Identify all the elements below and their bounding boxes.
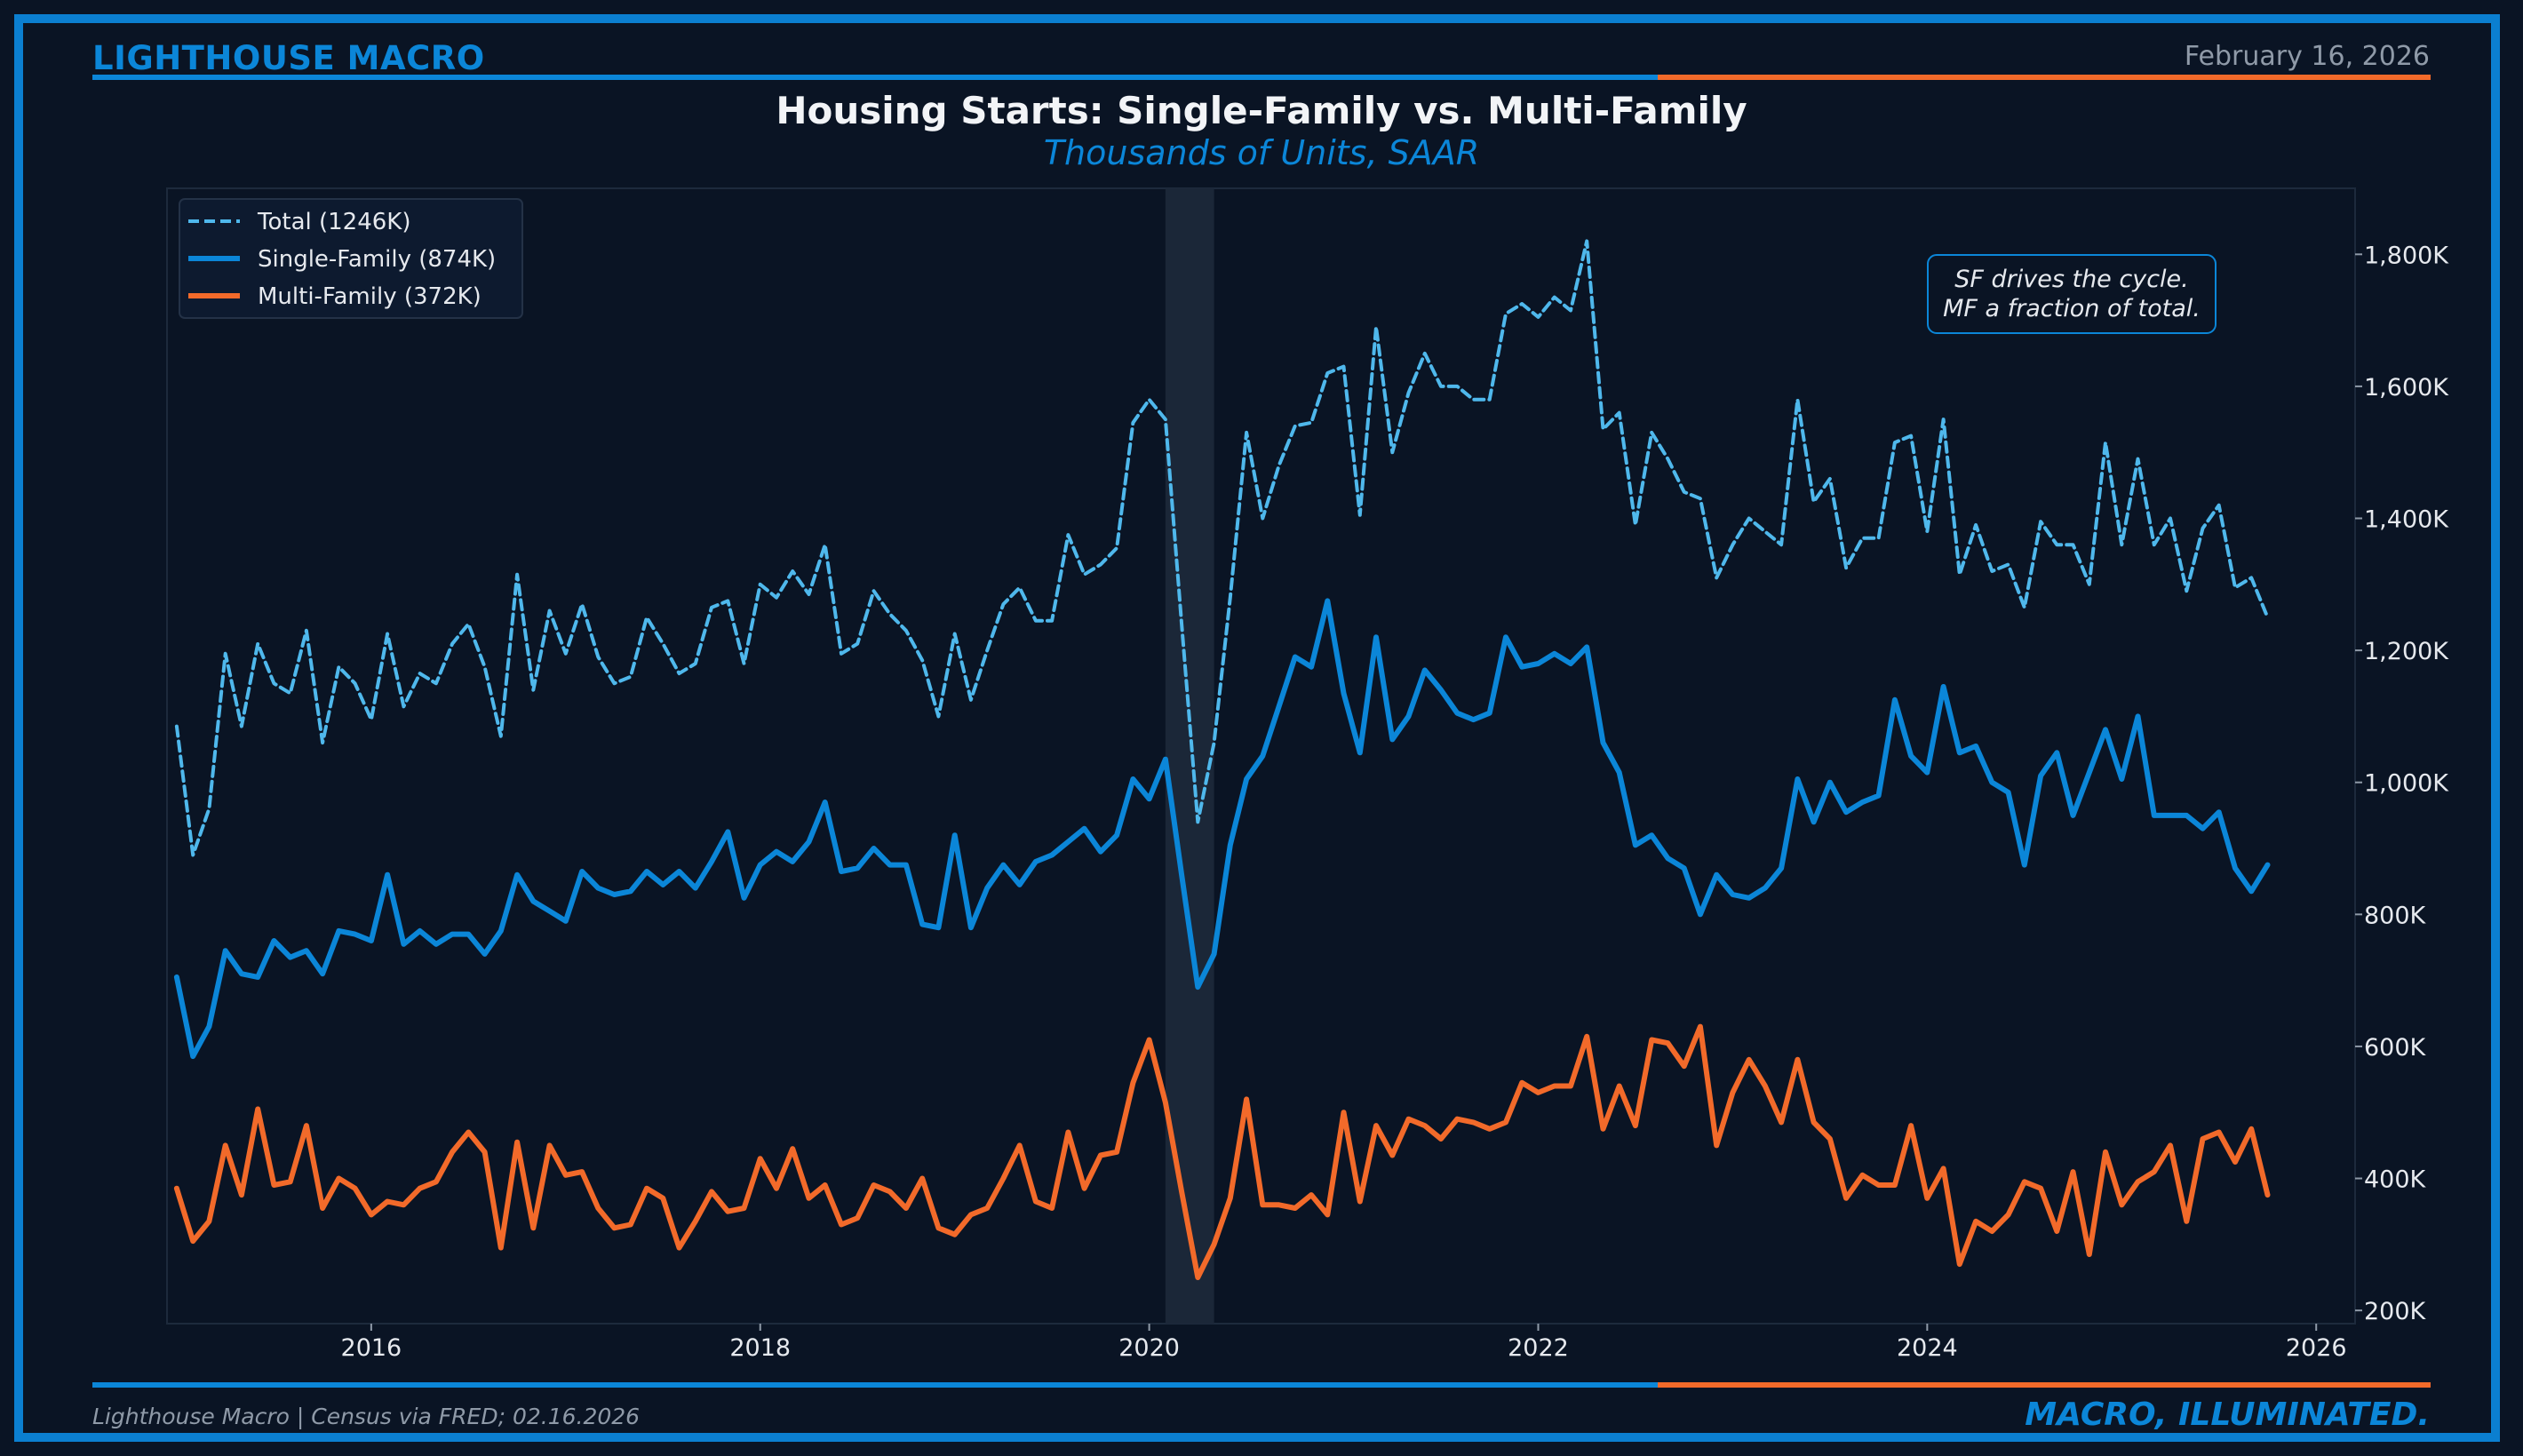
y-tick-label: 400K — [2364, 1166, 2427, 1194]
tagline: MACRO, ILLUMINATED. — [2025, 1396, 2430, 1433]
y-tick-label: 600K — [2364, 1034, 2427, 1062]
header-rule-blue — [92, 75, 1658, 80]
x-tick-label: 2024 — [1897, 1334, 1958, 1362]
y-tick-label: 1,200K — [2364, 638, 2449, 665]
chart-subtitle: Thousands of Units, SAAR — [1043, 133, 1480, 172]
y-tick-label: 1,000K — [2364, 770, 2449, 798]
series-line-total — [174, 239, 2270, 857]
y-tick-label: 200K — [2364, 1298, 2427, 1325]
series-line-single-family — [173, 598, 2271, 1060]
y-tick-label: 800K — [2364, 902, 2427, 929]
y-tick-label: 1,400K — [2364, 506, 2449, 534]
brand-logo: LIGHTHOUSE MACRO — [92, 39, 485, 77]
annotation-line-2: MF a fraction of total. — [1943, 295, 2201, 322]
legend-label-multi-family: Multi-Family (372K) — [258, 283, 482, 310]
annotation-box: SF drives the cycle. MF a fraction of to… — [1927, 254, 2217, 334]
x-tick-label: 2018 — [729, 1334, 791, 1362]
header-rule-orange — [1658, 75, 2431, 80]
x-tick-label: 2016 — [341, 1334, 402, 1362]
legend-label-single-family: Single-Family (874K) — [258, 246, 496, 273]
annotation-line-1: SF drives the cycle. — [1954, 266, 2189, 293]
series-line-multi-family — [173, 1023, 2271, 1280]
source-note: Lighthouse Macro | Census via FRED; 02.1… — [92, 1404, 641, 1429]
header-date: February 16, 2026 — [2184, 41, 2430, 72]
x-tick-label: 2026 — [2286, 1334, 2347, 1362]
legend-label-total: Total (1246K) — [257, 209, 411, 235]
chart-title: Housing Starts: Single-Family vs. Multi-… — [776, 89, 1747, 132]
x-tick-label: 2020 — [1118, 1334, 1180, 1362]
footer-rule-blue — [92, 1382, 1658, 1388]
y-tick-label: 1,600K — [2364, 374, 2449, 402]
y-tick-label: 1,800K — [2364, 242, 2449, 269]
x-tick-label: 2022 — [1508, 1334, 1569, 1362]
outer-frame — [14, 14, 2500, 1442]
footer-rule-orange — [1658, 1382, 2431, 1388]
chart-legend: Total (1246K) Single-Family (874K) Multi… — [179, 198, 523, 319]
